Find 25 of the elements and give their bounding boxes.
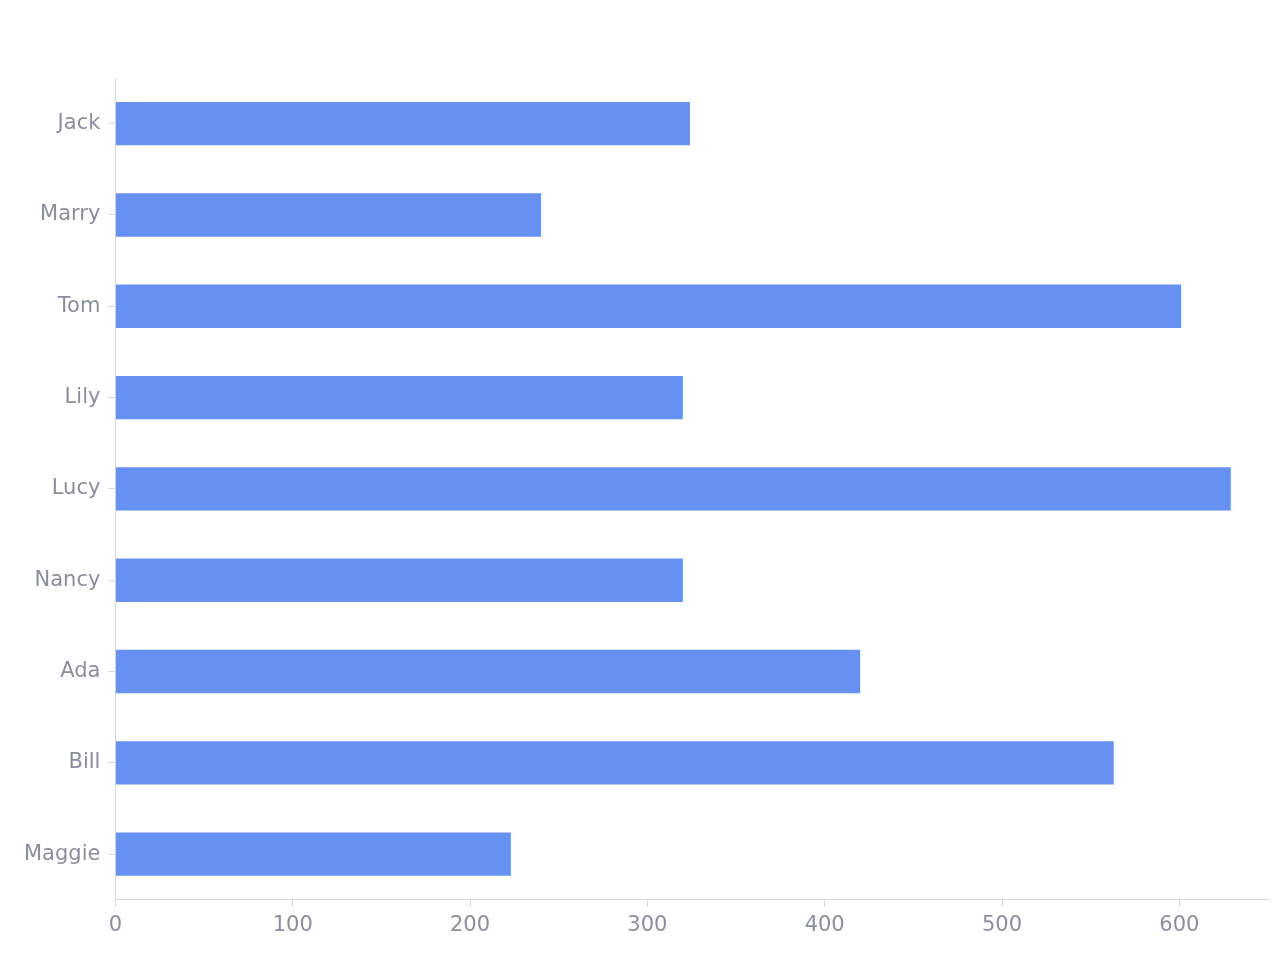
bar bbox=[115, 741, 1114, 785]
y-tick-label: Lily bbox=[64, 384, 101, 409]
y-tick-label: Nancy bbox=[34, 566, 101, 591]
y-tick-label: Tom bbox=[56, 292, 101, 317]
bar bbox=[115, 375, 683, 420]
bar bbox=[115, 101, 690, 146]
bar bbox=[115, 558, 683, 602]
y-tick-label: Lucy bbox=[51, 475, 101, 500]
x-tick-label: 600 bbox=[1159, 911, 1200, 936]
x-tick-label: 100 bbox=[272, 911, 313, 936]
x-tick-label: 500 bbox=[981, 911, 1023, 936]
x-tick-label: 400 bbox=[804, 911, 845, 936]
bar bbox=[115, 467, 1231, 511]
y-tick-label: Jack bbox=[55, 110, 102, 135]
y-tick-label: Maggie bbox=[24, 840, 101, 865]
y-tick-label: Bill bbox=[68, 749, 101, 774]
bar bbox=[115, 284, 1182, 328]
x-tick-label: 0 bbox=[108, 911, 123, 936]
bar bbox=[115, 193, 541, 237]
bar bbox=[115, 649, 861, 694]
x-tick-label: 300 bbox=[627, 911, 668, 936]
x-tick-label: 200 bbox=[450, 911, 491, 936]
bar bbox=[115, 832, 511, 876]
y-tick-label: Ada bbox=[60, 657, 101, 682]
y-tick-label: Marry bbox=[40, 201, 101, 226]
